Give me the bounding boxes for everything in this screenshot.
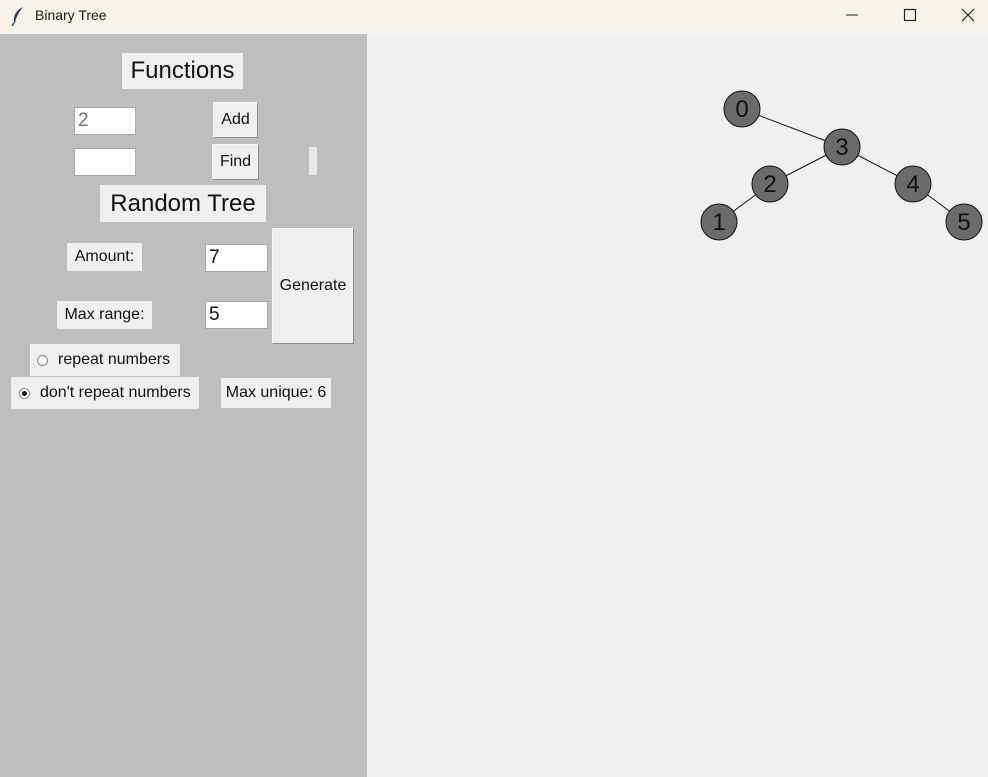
find-value-input[interactable] <box>74 148 136 176</box>
maximize-icon <box>903 8 917 22</box>
tree-node <box>751 165 789 203</box>
random-tree-heading: Random Tree <box>100 185 266 222</box>
title-bar: Binary Tree <box>0 0 988 34</box>
tree-node <box>894 165 932 203</box>
tree-node <box>723 90 761 128</box>
amount-label: Amount: <box>67 243 142 271</box>
tree-canvas: 0 3 2 4 1 5 <box>700 90 983 241</box>
repeat-numbers-option[interactable]: repeat numbers <box>30 344 180 376</box>
tree-node-label: 1 <box>712 209 725 236</box>
add-button[interactable]: Add <box>213 102 258 138</box>
tree-node-label: 5 <box>957 209 970 236</box>
max-range-label: Max range: <box>57 301 152 329</box>
feather-icon <box>11 7 23 26</box>
functions-heading: Functions <box>122 53 243 89</box>
tree-node-label: 0 <box>735 96 748 123</box>
tree-node <box>700 203 738 241</box>
repeat-radio-icon[interactable] <box>37 354 48 366</box>
close-icon <box>961 8 975 22</box>
find-button[interactable]: Find <box>212 144 259 180</box>
maximize-button[interactable] <box>881 0 939 30</box>
tree-node-label: 2 <box>763 171 776 198</box>
repeat-numbers-label: repeat numbers <box>58 351 171 368</box>
tree-node-label: 4 <box>906 171 919 198</box>
no-repeat-numbers-label: don't repeat numbers <box>40 384 191 401</box>
window-title: Binary Tree <box>35 7 107 23</box>
minimize-button[interactable] <box>823 0 881 30</box>
max-range-input[interactable] <box>205 301 268 329</box>
max-unique-label: Max unique: 6 <box>221 378 331 408</box>
tree-node <box>945 203 983 241</box>
add-value-input[interactable] <box>74 107 136 135</box>
find-result-indicator <box>309 147 317 175</box>
close-button[interactable] <box>939 0 988 30</box>
minimize-icon <box>846 14 858 16</box>
tree-node <box>823 128 861 166</box>
generate-button[interactable]: Generate <box>272 228 354 344</box>
amount-input[interactable] <box>205 244 268 272</box>
no-repeat-radio-icon[interactable] <box>19 387 30 399</box>
tree-node-label: 3 <box>835 134 848 161</box>
no-repeat-numbers-option[interactable]: don't repeat numbers <box>11 377 199 409</box>
control-panel: Functions Add Find Random Tree Amount: G… <box>0 34 367 777</box>
